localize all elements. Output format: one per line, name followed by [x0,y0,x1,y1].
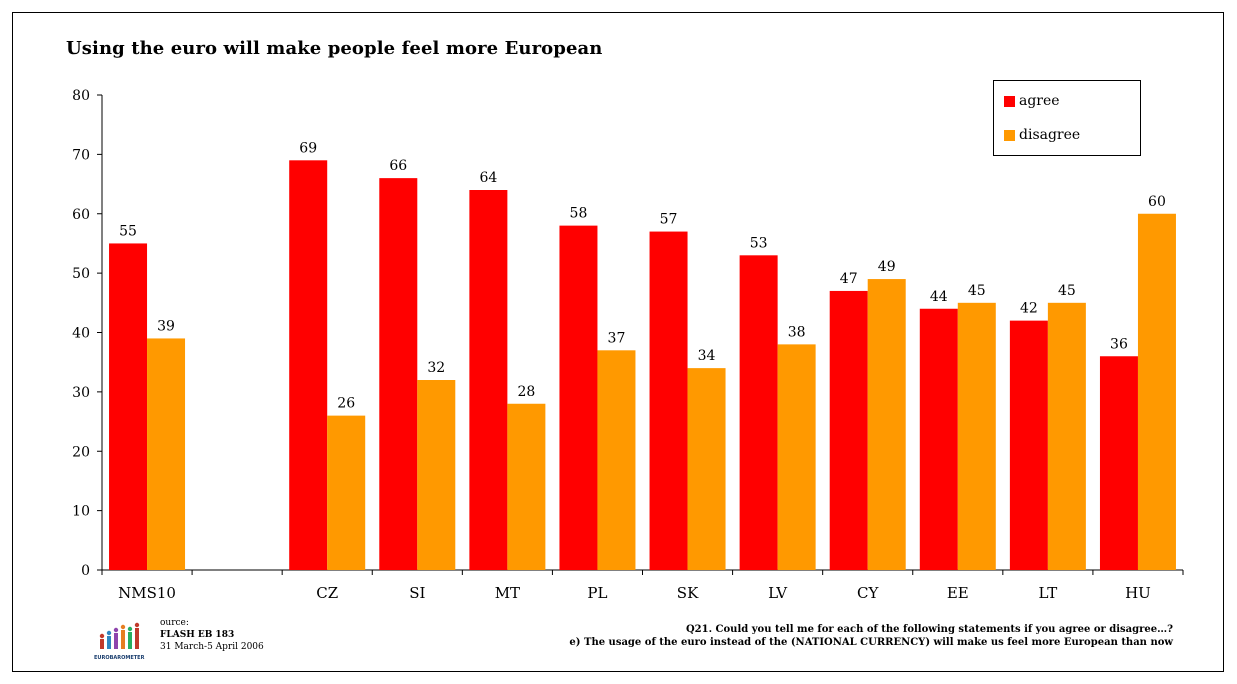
data-label-disagree: 37 [608,330,626,346]
data-label-agree: 64 [479,170,497,186]
data-label-agree: 53 [750,235,768,251]
bar-disagree-NMS10 [147,338,186,570]
bar-agree-LV [739,255,778,570]
bar-agree-CY [829,290,868,570]
data-label-disagree: 45 [1058,283,1076,299]
data-label-agree: 57 [660,212,678,228]
x-tick-label: NMS10 [118,584,176,602]
x-tick-label: SI [409,584,425,602]
y-tick-label: 20 [72,444,90,460]
bar-agree-MT [469,190,508,570]
bar-disagree-LT [1047,302,1086,570]
bar-agree-EE [919,308,958,570]
x-tick-label: MT [495,584,520,602]
bar-agree-HU [1099,356,1138,570]
x-tick-label: CZ [316,584,338,602]
y-tick-label: 0 [81,563,90,579]
y-tick-label: 30 [72,385,90,401]
bar-disagree-PL [597,350,636,570]
data-label-disagree: 26 [337,396,355,412]
data-label-disagree: 28 [517,384,535,400]
question-line-1: Q21. Could you tell me for each of the f… [685,624,1173,635]
bar-disagree-SK [687,368,726,570]
bar-agree-SK [649,231,688,570]
question-line-2: e) The usage of the euro instead of the … [569,637,1173,648]
x-tick-label: SK [677,584,699,602]
data-label-agree: 36 [1110,336,1128,352]
data-label-agree: 58 [570,206,588,222]
bar-disagree-SI [417,380,456,570]
x-tick-label: CY [857,584,879,602]
y-tick-label: 60 [72,207,90,223]
y-tick-label: 80 [72,88,90,104]
legend: agree disagree [993,80,1141,156]
bar-disagree-CY [867,279,906,570]
bar-disagree-HU [1137,213,1176,570]
bar-agree-PL [559,225,598,570]
bar-disagree-CZ [327,415,366,570]
data-label-disagree: 39 [157,318,175,334]
chart-title: Using the euro will make people feel mor… [66,38,603,59]
legend-item-disagree: disagree [1004,127,1080,143]
bar-agree-LT [1009,320,1048,570]
data-label-disagree: 45 [968,283,986,299]
bar-agree-NMS10 [109,243,148,570]
data-label-disagree: 32 [427,360,445,376]
x-tick-label: HU [1125,584,1151,602]
source-survey: FLASH EB 183 [160,630,235,640]
question-note: Q21. Could you tell me for each of the f… [569,623,1173,649]
source-label: ource: [160,618,189,628]
data-label-disagree: 38 [788,324,806,340]
data-label-agree: 44 [930,289,948,305]
data-label-agree: 55 [119,223,137,239]
x-tick-label: EE [947,584,969,602]
bar-disagree-LV [777,344,816,570]
legend-swatch-agree [1004,95,1015,107]
source-dates: 31 March-5 April 2006 [160,642,264,652]
bar-agree-SI [379,178,418,570]
y-tick-label: 70 [72,147,90,163]
legend-label-disagree: disagree [1019,127,1081,143]
y-tick-label: 50 [72,266,90,282]
logo-text: EUROBAROMETER [94,655,145,661]
data-label-agree: 66 [389,158,407,174]
bar-agree-CZ [289,160,328,570]
data-label-agree: 69 [299,140,317,156]
data-label-agree: 42 [1020,301,1038,317]
y-tick-label: 40 [72,326,90,342]
legend-item-agree: agree [1004,93,1060,109]
y-tick-label: 10 [72,504,90,520]
data-label-disagree: 49 [878,259,896,275]
data-label-disagree: 34 [698,348,716,364]
legend-swatch-disagree [1004,129,1015,141]
legend-label-agree: agree [1019,93,1060,109]
data-label-disagree: 60 [1148,194,1166,210]
x-tick-label: PL [587,584,607,602]
data-label-agree: 47 [840,271,858,287]
bar-disagree-EE [957,302,996,570]
source-note: ource: FLASH EB 183 31 March-5 April 200… [160,617,264,653]
x-tick-label: LT [1039,584,1058,602]
x-tick-label: LV [768,584,788,602]
eurobarometer-logo: EUROBAROMETER [94,622,145,661]
bar-disagree-MT [507,403,546,570]
